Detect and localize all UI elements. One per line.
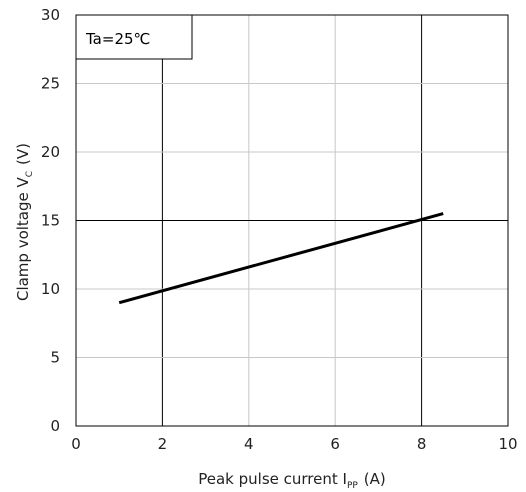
x-tick-label: 0 <box>71 435 81 453</box>
x-axis-title: Peak pulse current IPP (A) <box>198 470 386 491</box>
grid-lines <box>76 15 508 426</box>
y-tick-label: 5 <box>50 349 60 367</box>
y-tick-label: 20 <box>41 143 60 161</box>
x-tick-label: 10 <box>498 435 517 453</box>
annotation-box: Ta=25℃ <box>75 14 193 60</box>
y-tick-label: 25 <box>41 75 60 93</box>
plot-frame <box>75 14 509 427</box>
x-tick-label: 6 <box>330 435 340 453</box>
y-tick-label: 0 <box>50 417 60 435</box>
x-tick-label: 4 <box>244 435 254 453</box>
x-tick-label: 8 <box>417 435 427 453</box>
annotation-text: Ta=25℃ <box>85 30 150 48</box>
x-tick-label: 2 <box>158 435 168 453</box>
y-tick-label: 15 <box>41 212 60 230</box>
annotation-frame <box>75 14 193 60</box>
x-tick-labels: 0 2 4 6 8 10 <box>71 435 517 453</box>
y-tick-labels: 0 5 10 15 20 25 30 <box>41 6 60 435</box>
series-line <box>118 212 444 305</box>
series-layer <box>118 212 444 305</box>
y-axis-title: Clamp voltage VC(V) <box>14 143 35 301</box>
y-tick-label: 10 <box>41 280 60 298</box>
y-tick-label: 30 <box>41 6 60 24</box>
